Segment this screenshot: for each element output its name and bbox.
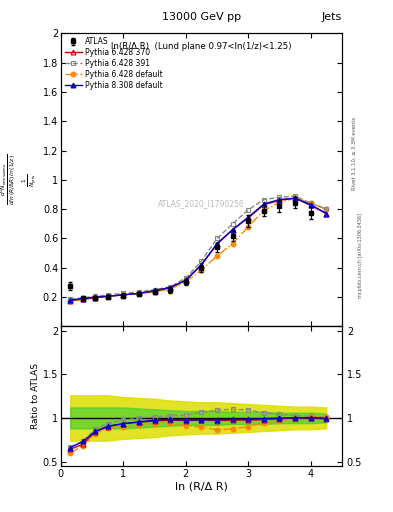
Pythia 6.428 391 — [152, 287, 157, 293]
Pythia 6.428 391 — [309, 200, 313, 206]
Pythia 6.428 370 — [93, 295, 97, 301]
Pythia 6.428 370 — [81, 296, 85, 302]
Pythia 6.428 391 — [93, 293, 97, 300]
Pythia 6.428 391 — [293, 193, 298, 199]
Pythia 6.428 default — [93, 295, 97, 301]
Pythia 6.428 default — [324, 206, 329, 212]
Pythia 8.308 default — [215, 241, 219, 247]
Pythia 6.428 default — [68, 297, 73, 304]
Pythia 6.428 370 — [309, 202, 313, 208]
Pythia 6.428 default — [81, 296, 85, 302]
Pythia 8.308 default — [168, 285, 173, 291]
Pythia 8.308 default — [293, 195, 298, 201]
Pythia 6.428 391 — [81, 295, 85, 301]
Pythia 6.428 370 — [121, 292, 126, 298]
Pythia 6.428 370 — [230, 227, 235, 233]
Pythia 6.428 370 — [277, 197, 282, 203]
Pythia 6.428 default — [293, 195, 298, 201]
Pythia 6.428 391 — [246, 207, 251, 213]
Pythia 6.428 default — [230, 241, 235, 247]
Pythia 6.428 370 — [137, 290, 141, 296]
Line: Pythia 6.428 default: Pythia 6.428 default — [68, 196, 329, 303]
Y-axis label: Ratio to ATLAS: Ratio to ATLAS — [31, 363, 40, 429]
Pythia 8.308 default — [137, 290, 141, 296]
Pythia 6.428 391 — [68, 296, 73, 302]
Pythia 8.308 default — [230, 227, 235, 233]
Pythia 8.308 default — [246, 214, 251, 220]
Text: Rivet 3.1.10, ≥ 3.3M events: Rivet 3.1.10, ≥ 3.3M events — [352, 117, 357, 190]
Pythia 6.428 default — [184, 279, 188, 285]
Pythia 6.428 default — [277, 200, 282, 206]
Pythia 8.308 default — [184, 277, 188, 283]
Pythia 8.308 default — [199, 262, 204, 268]
Pythia 6.428 370 — [68, 297, 73, 304]
Pythia 6.428 391 — [230, 221, 235, 227]
Line: Pythia 8.308 default: Pythia 8.308 default — [68, 196, 329, 303]
Pythia 6.428 370 — [261, 202, 266, 208]
Pythia 6.428 391 — [168, 284, 173, 290]
Pythia 6.428 default — [137, 290, 141, 296]
Pythia 6.428 391 — [261, 197, 266, 203]
Pythia 6.428 default — [199, 267, 204, 273]
Pythia 6.428 default — [121, 292, 126, 298]
Pythia 6.428 default — [215, 253, 219, 259]
Pythia 6.428 370 — [246, 215, 251, 221]
Pythia 6.428 391 — [199, 258, 204, 264]
Line: Pythia 6.428 391: Pythia 6.428 391 — [68, 194, 329, 302]
Y-axis label: $\frac{d^2 N_\mathrm{emissions}}{dln\,(R/\Delta R)\,ln\,(1/z)}$
$\frac{1}{N_\mat: $\frac{d^2 N_\mathrm{emissions}}{dln\,(R… — [0, 154, 39, 205]
Pythia 6.428 default — [261, 207, 266, 214]
Pythia 6.428 391 — [137, 289, 141, 295]
Pythia 6.428 default — [105, 293, 110, 300]
Text: ln(R/Δ R)  (Lund plane 0.97<ln(1/z)<1.25): ln(R/Δ R) (Lund plane 0.97<ln(1/z)<1.25) — [111, 42, 292, 51]
Pythia 8.308 default — [105, 293, 110, 300]
Text: mcplots.cern.ch [arXiv:1306.3436]: mcplots.cern.ch [arXiv:1306.3436] — [358, 214, 363, 298]
Pythia 6.428 370 — [152, 288, 157, 294]
Line: Pythia 6.428 370: Pythia 6.428 370 — [68, 196, 329, 303]
Pythia 8.308 default — [93, 294, 97, 300]
X-axis label: ln (R/Δ R): ln (R/Δ R) — [175, 481, 228, 492]
Pythia 6.428 default — [168, 286, 173, 292]
Pythia 6.428 370 — [199, 262, 204, 268]
Pythia 6.428 391 — [184, 275, 188, 281]
Legend: ATLAS, Pythia 6.428 370, Pythia 6.428 391, Pythia 6.428 default, Pythia 8.308 de: ATLAS, Pythia 6.428 370, Pythia 6.428 39… — [63, 35, 164, 91]
Pythia 8.308 default — [81, 295, 85, 302]
Pythia 6.428 default — [152, 289, 157, 295]
Pythia 6.428 370 — [324, 210, 329, 217]
Pythia 6.428 370 — [105, 293, 110, 300]
Pythia 6.428 default — [246, 224, 251, 230]
Pythia 6.428 370 — [184, 277, 188, 283]
Pythia 6.428 default — [309, 200, 313, 206]
Text: 13000 GeV pp: 13000 GeV pp — [162, 11, 241, 22]
Text: ATLAS_2020_I1790256: ATLAS_2020_I1790256 — [158, 199, 245, 208]
Pythia 8.308 default — [309, 202, 313, 208]
Text: Jets: Jets — [321, 11, 342, 22]
Pythia 6.428 391 — [324, 206, 329, 212]
Pythia 8.308 default — [121, 292, 126, 298]
Pythia 8.308 default — [152, 287, 157, 293]
Pythia 8.308 default — [261, 201, 266, 207]
Pythia 6.428 391 — [277, 195, 282, 201]
Pythia 6.428 370 — [168, 285, 173, 291]
Pythia 6.428 370 — [293, 195, 298, 201]
Pythia 6.428 391 — [215, 236, 219, 242]
Pythia 6.428 370 — [215, 241, 219, 247]
Pythia 8.308 default — [277, 197, 282, 203]
Pythia 6.428 391 — [105, 292, 110, 298]
Pythia 6.428 391 — [121, 290, 126, 296]
Pythia 8.308 default — [68, 297, 73, 303]
Pythia 8.308 default — [324, 210, 329, 217]
